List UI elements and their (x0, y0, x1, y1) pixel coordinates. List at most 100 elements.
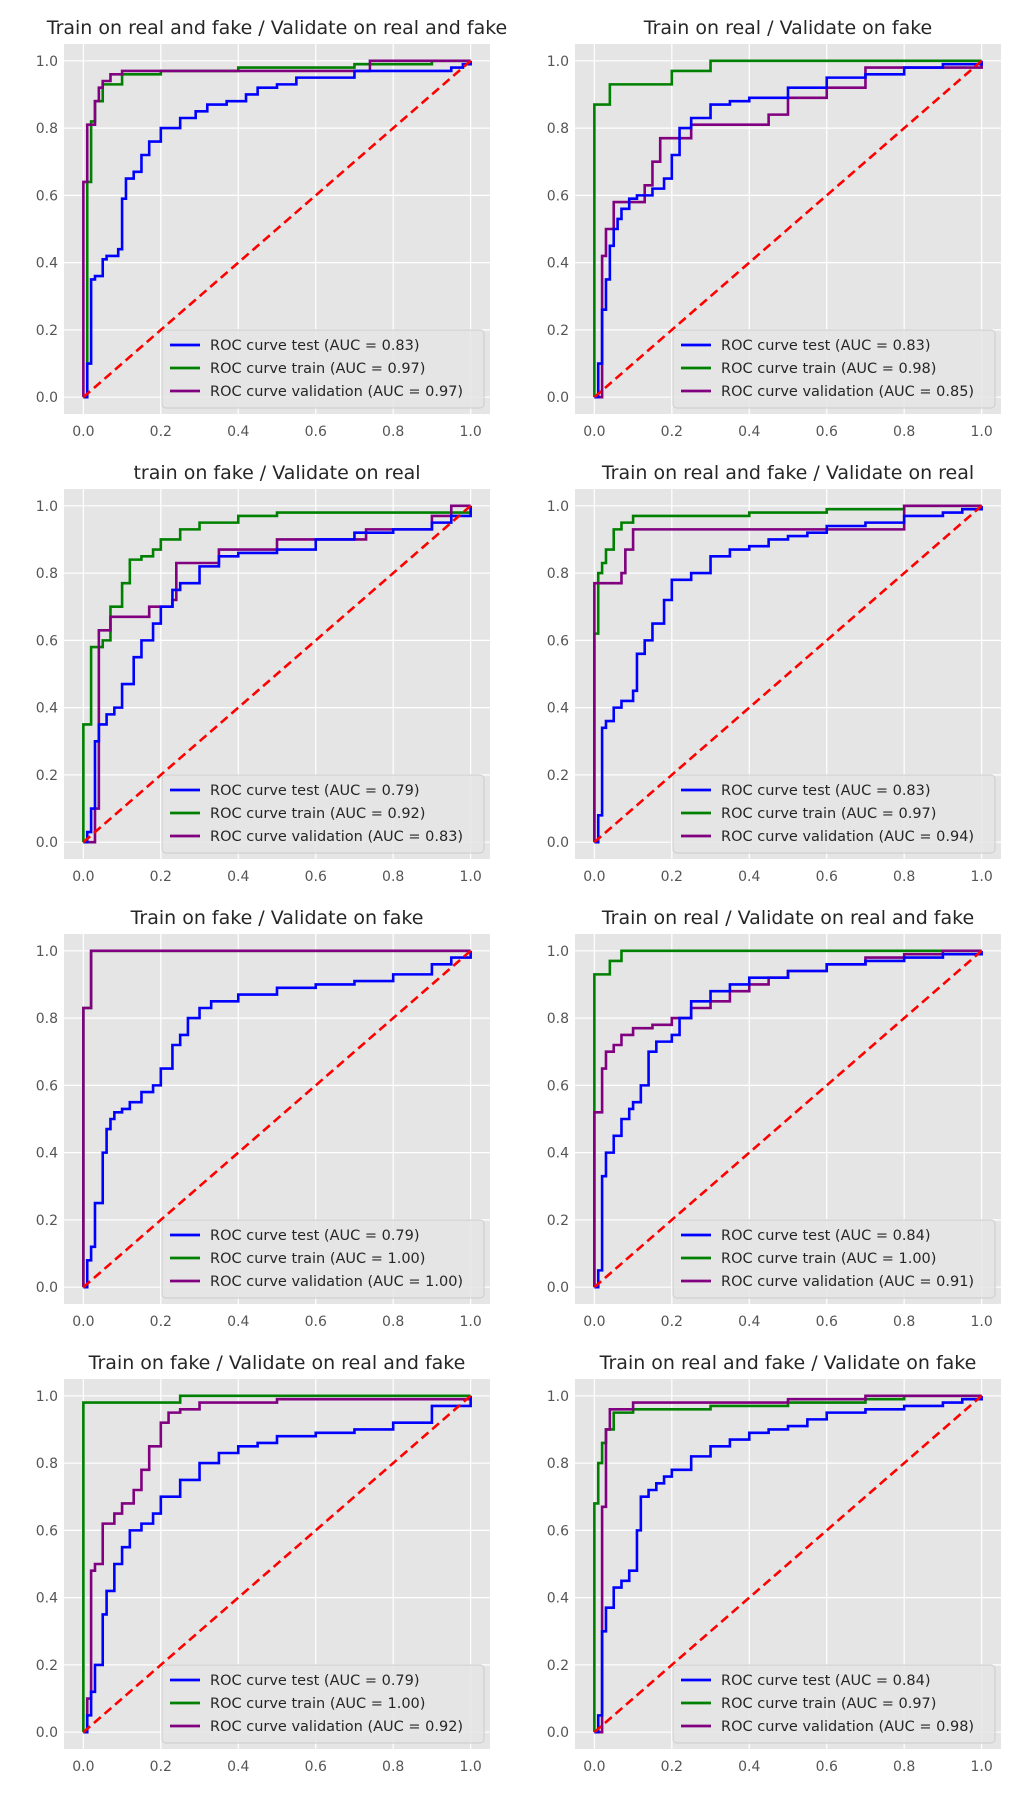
chart-1-title: Train on real and fake / Validate on rea… (46, 17, 507, 39)
chart-4-x-tick-label: 0.8 (893, 869, 915, 885)
chart-3-legend-label-test: ROC curve test (AUC = 0.79) (210, 783, 420, 799)
chart-6-y-tick-label: 0.0 (547, 1280, 569, 1296)
chart-2-x-tick-label: 0.6 (816, 424, 838, 440)
chart-7-y-tick-label: 0.4 (36, 1591, 58, 1607)
chart-4-x-tick-label: 0.0 (583, 869, 605, 885)
chart-4-legend-label-validation: ROC curve validation (AUC = 0.94) (721, 829, 974, 845)
chart-5-x-tick-label: 0.6 (305, 1314, 327, 1330)
chart-8-y-tick-label: 1.0 (547, 1389, 569, 1405)
chart-3-y-tick-label: 0.2 (36, 768, 58, 784)
chart-2-x-tick-label: 0.4 (738, 424, 760, 440)
chart-6-series-chance (593, 949, 983, 1289)
chart-6-title: Train on real / Validate on real and fak… (601, 907, 974, 929)
chart-2-legend-label-test: ROC curve test (AUC = 0.83) (721, 338, 931, 354)
chart-4: 0.0 0.2 0.4 0.6 0.8 1.0 0.0 0.2 0.4 0.6 0.8 1.0 Trai… (547, 462, 1001, 885)
chart-1-x-tick-label: 1.0 (460, 424, 482, 440)
chart-1-x-tick-label: 0.2 (150, 424, 172, 440)
chart-7-legend-label-train: ROC curve train (AUC = 1.00) (210, 1696, 425, 1712)
chart-1-x-tick-label: 0.8 (382, 424, 404, 440)
chart-5-y-tick-label: 0.6 (36, 1078, 58, 1094)
chart-6-x-tick-label: 0.6 (816, 1314, 838, 1330)
chart-3-y-tick-label: 0.4 (36, 701, 58, 717)
chart-7-x-tick-label: 0.8 (382, 1759, 404, 1775)
chart-6-y-tick-label: 0.2 (547, 1213, 569, 1229)
chart-8-y-tick-label: 0.8 (547, 1456, 569, 1472)
chart-1-series-validation (82, 59, 471, 398)
chart-1-y-tick-label: 0.0 (36, 390, 58, 406)
chart-4-legend-label-test: ROC curve test (AUC = 0.83) (721, 783, 931, 799)
chart-6-y-tick-label: 1.0 (547, 944, 569, 960)
chart-8-y-tick-label: 0.6 (547, 1523, 569, 1539)
chart-2-y-tick-label: 1.0 (547, 54, 569, 70)
chart-2-legend-label-train: ROC curve train (AUC = 0.98) (721, 361, 936, 377)
chart-4-series-validation (593, 504, 982, 843)
chart-5-y-tick-label: 1.0 (36, 944, 58, 960)
chart-7-x-tick-label: 0.4 (227, 1759, 249, 1775)
chart-6-legend-label-test: ROC curve test (AUC = 0.84) (721, 1228, 931, 1244)
chart-7-legend-label-test: ROC curve test (AUC = 0.79) (210, 1673, 420, 1689)
chart-5-y-tick-label: 0.8 (36, 1011, 58, 1027)
chart-8-x-tick-label: 0.6 (816, 1759, 838, 1775)
chart-5-x-tick-label: 0.2 (150, 1314, 172, 1330)
chart-4-x-tick-label: 1.0 (971, 869, 993, 885)
chart-8-x-tick-label: 0.8 (893, 1759, 915, 1775)
chart-4-y-tick-label: 0.4 (547, 701, 569, 717)
chart-5-series-validation (82, 949, 471, 1288)
chart-3-legend (161, 774, 485, 854)
chart-2-title: Train on real / Validate on fake (643, 17, 932, 39)
chart-6-series-train (593, 949, 982, 1288)
chart-2-legend-label-validation: ROC curve validation (AUC = 0.85) (721, 384, 974, 400)
chart-2-series-train (593, 59, 982, 398)
chart-4-y-tick-label: 0.0 (547, 835, 569, 851)
chart-1-series-test (83, 60, 472, 399)
chart-2-x-tick-label: 0.0 (583, 424, 605, 440)
chart-8-series-validation (594, 1394, 982, 1734)
chart-7-title: Train on fake / Validate on real and fak… (88, 1352, 466, 1374)
chart-2-y-tick-label: 0.4 (547, 256, 569, 272)
chart-1-legend-label-test: ROC curve test (AUC = 0.83) (210, 338, 420, 354)
chart-1-x-tick-label: 0.4 (227, 424, 249, 440)
chart-8-x-tick-label: 0.4 (738, 1759, 760, 1775)
chart-5-y-tick-label: 0.4 (36, 1146, 58, 1162)
chart-3-title: train on fake / Validate on real (133, 462, 420, 484)
chart-2-x-tick-label: 0.2 (661, 424, 683, 440)
chart-1-series-train (83, 59, 471, 399)
chart-3-y-tick-label: 0.8 (36, 566, 58, 582)
chart-2-y-tick-label: 0.0 (547, 390, 569, 406)
chart-1-x-tick-label: 0.6 (305, 424, 327, 440)
chart-4-x-tick-label: 0.2 (661, 869, 683, 885)
chart-6-x-tick-label: 1.0 (971, 1314, 993, 1330)
chart-8-x-tick-label: 1.0 (971, 1759, 993, 1775)
chart-2: 0.0 0.2 0.4 0.6 0.8 1.0 0.0 0.2 0.4 0.6 0.8 1.0 Trai… (547, 17, 1001, 440)
chart-7-x-tick-label: 0.2 (150, 1759, 172, 1775)
chart-8-series-test (594, 1395, 983, 1734)
chart-4-series-train (593, 504, 982, 843)
chart-7-series-test (83, 1395, 472, 1734)
chart-8-legend (672, 1664, 996, 1744)
chart-8-legend-label-train: ROC curve train (AUC = 0.97) (721, 1696, 936, 1712)
chart-4-title: Train on real and fake / Validate on rea… (601, 462, 974, 484)
chart-6-y-tick-label: 0.4 (547, 1146, 569, 1162)
chart-1-legend-label-train: ROC curve train (AUC = 0.97) (210, 361, 425, 377)
chart-2-series-chance (593, 59, 983, 399)
chart-6-legend (672, 1219, 996, 1299)
chart-1-y-tick-label: 1.0 (36, 54, 58, 70)
chart-3-series-train (82, 505, 472, 843)
chart-4-y-tick-label: 0.8 (547, 566, 569, 582)
chart-4-x-tick-label: 0.6 (816, 869, 838, 885)
chart-3-series-test (83, 505, 472, 844)
chart-2-y-tick-label: 0.6 (547, 188, 569, 204)
chart-1-legend (161, 329, 485, 409)
chart-3-series-chance (82, 504, 472, 844)
chart-2-legend (672, 329, 996, 409)
chart-5-x-tick-label: 0.0 (72, 1314, 94, 1330)
chart-7-y-tick-label: 0.6 (36, 1523, 58, 1539)
chart-5: 0.0 0.2 0.4 0.6 0.8 1.0 0.0 0.2 0.4 0.6 0.8 1.0 Trai… (36, 907, 490, 1330)
chart-8-y-tick-label: 0.0 (547, 1725, 569, 1741)
chart-2-y-tick-label: 0.2 (547, 323, 569, 339)
chart-5-x-tick-label: 1.0 (460, 1314, 482, 1330)
chart-2-series-test (594, 60, 983, 399)
chart-8-legend-label-validation: ROC curve validation (AUC = 0.98) (721, 1719, 974, 1735)
chart-1: 0.0 0.2 0.4 0.6 0.8 1.0 0.0 0.2 0.4 0.6 0.8 1.0 Trai… (36, 17, 508, 440)
